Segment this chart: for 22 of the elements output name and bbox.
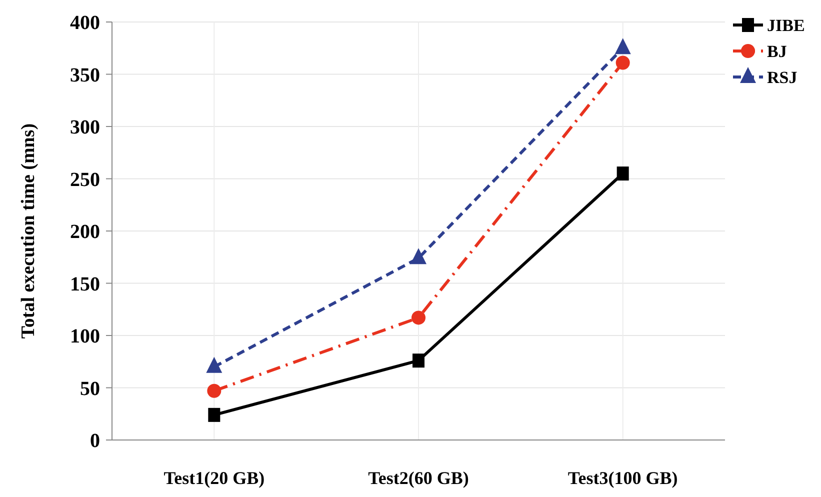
point: [616, 56, 630, 70]
x-tick-label: Test2(60 GB): [368, 468, 469, 488]
legend-label: JIBE: [767, 16, 805, 35]
point: [412, 354, 424, 368]
x-tick-label: Test1(20 GB): [164, 468, 265, 488]
point: [616, 166, 629, 181]
legend-label: BJ: [767, 42, 788, 61]
y-tick-label: 150: [70, 273, 100, 296]
y-tick-label: 250: [70, 168, 100, 191]
y-tick-label: 50: [80, 378, 100, 400]
y-tick-label: 0: [90, 430, 100, 452]
point: [412, 310, 426, 325]
point: [207, 384, 222, 398]
y-tick-label: 300: [70, 116, 100, 138]
legend-label: RSJ: [767, 68, 798, 87]
point: [208, 408, 220, 422]
y-axis-title: Total execution time (mns): [18, 123, 39, 339]
y-tick-label: 400: [70, 12, 100, 34]
y-tick-label: 200: [70, 221, 100, 243]
y-tick-label: 350: [70, 64, 100, 86]
x-tick-label: Test3(100 GB): [568, 468, 678, 488]
y-tick-label: 100: [70, 326, 100, 348]
